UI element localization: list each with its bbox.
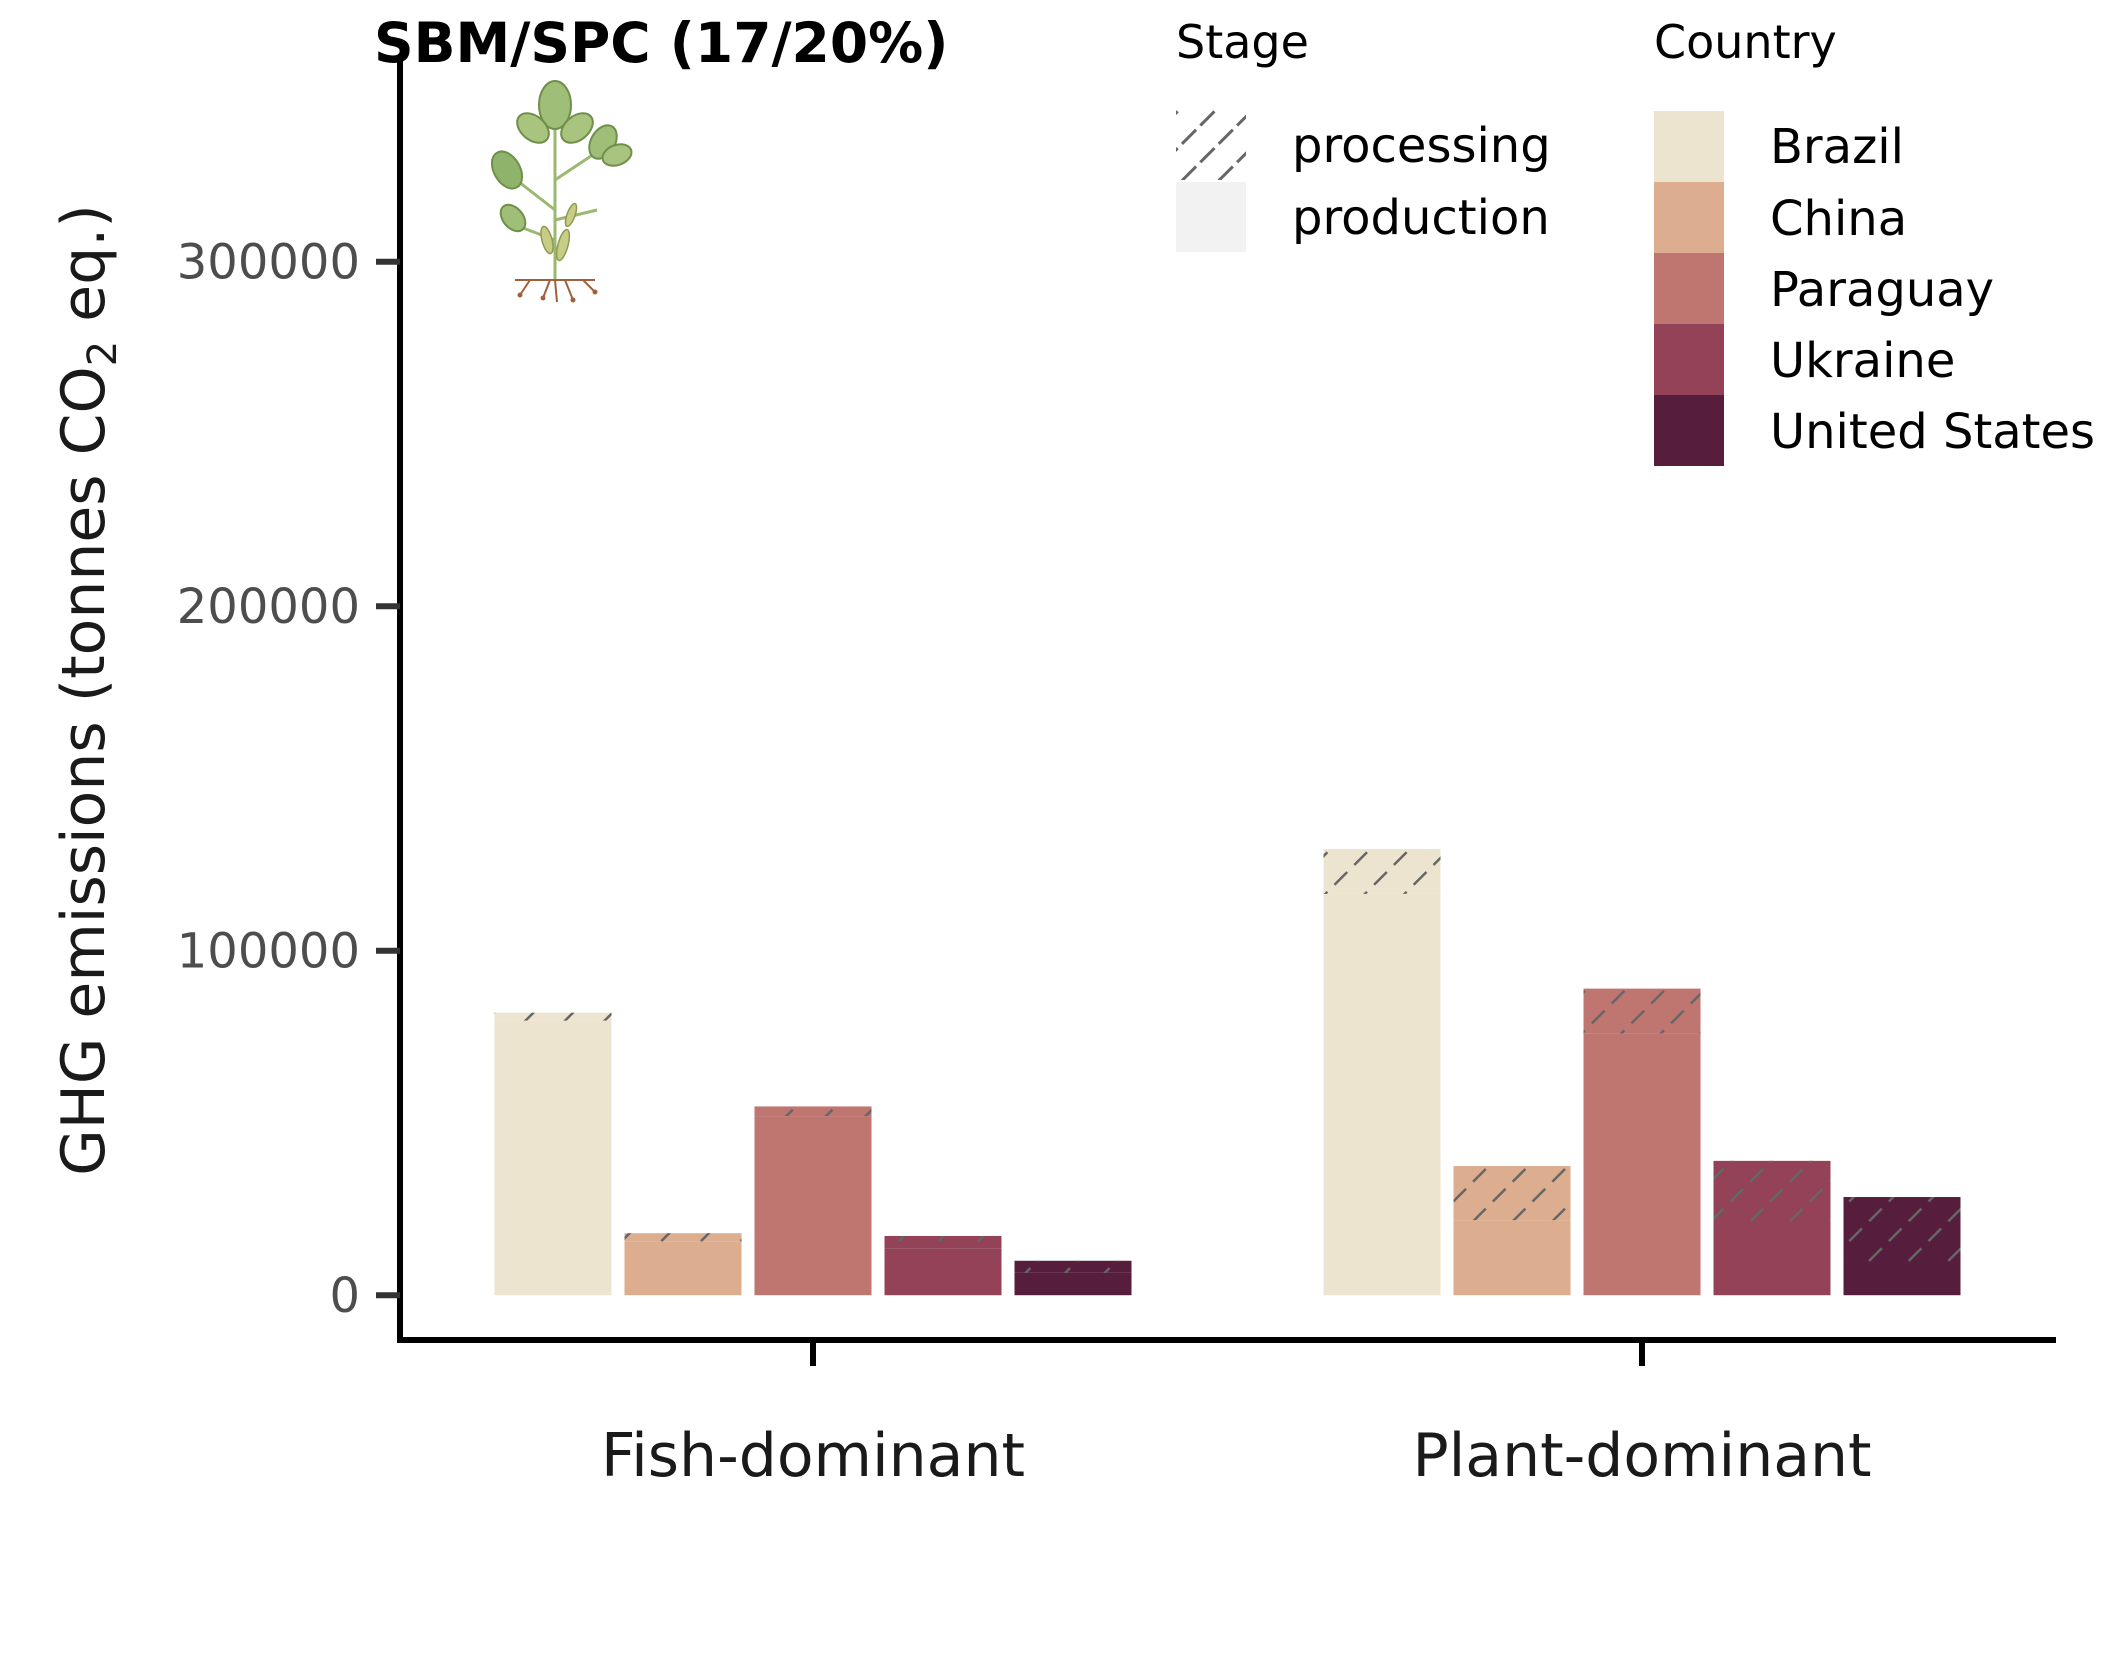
- x-axis: Fish-dominant Plant-dominant: [397, 1337, 2056, 1491]
- bar-fish-dominant-united-states-production: [1014, 1272, 1132, 1296]
- bar-fish-dominant-brazil-processing-hatch: [494, 1012, 612, 1021]
- legend-key-china: [1654, 182, 1724, 253]
- bar-plant-dominant-ukraine-processing-hatch: [1713, 1160, 1831, 1228]
- legend-label-ukraine: Ukraine: [1770, 333, 1955, 389]
- legend-label-paraguay: Paraguay: [1770, 262, 1994, 318]
- legend-key-processing: [1176, 110, 1246, 180]
- bar-plant-dominant-brazil-processing-hatch: [1323, 849, 1441, 894]
- bar-plant-dominant-ukraine-production: [1713, 1227, 1831, 1296]
- bar-fish-dominant-ukraine-processing-hatch: [884, 1235, 1002, 1249]
- bar-fish-dominant-china-production: [624, 1241, 742, 1296]
- legend-key-production: [1176, 182, 1246, 252]
- bar-plant-dominant-united-states-production: [1843, 1262, 1961, 1296]
- bar-plant-dominant-brazil-production: [1323, 893, 1441, 1296]
- x-tick-label-plant-dominant: Plant-dominant: [1412, 1421, 1871, 1491]
- bar-plant-dominant-china-processing-hatch: [1453, 1166, 1571, 1221]
- bar-fish-dominant-paraguay-production: [754, 1116, 872, 1296]
- bar-fish-dominant-china-processing-hatch: [624, 1233, 742, 1242]
- bar-plant-dominant-china-production: [1453, 1220, 1571, 1296]
- bars-layer: [494, 849, 1961, 1296]
- bar-plant-dominant-paraguay-production: [1583, 1033, 1701, 1296]
- bar-plant-dominant-united-states-processing-hatch: [1843, 1197, 1961, 1263]
- y-axis-label-end: eq.): [49, 204, 119, 341]
- y-tick-label-300000: 300000: [177, 235, 360, 291]
- legend-label-brazil: Brazil: [1770, 119, 1904, 175]
- y-axis-label-main: GHG emissions (tonnes CO: [49, 366, 119, 1176]
- y-axis: 0 100000 200000 300000: [177, 55, 403, 1340]
- chart-title: SBM/SPC (17/20%): [374, 11, 948, 75]
- bar-plant-dominant-paraguay-processing-hatch: [1583, 988, 1701, 1034]
- bar-fish-dominant-ukraine-production: [884, 1248, 1002, 1296]
- y-axis-label: GHG emissions (tonnes CO2 eq.): [49, 204, 126, 1176]
- legend-key-brazil: [1654, 111, 1724, 182]
- legend-key-ukraine: [1654, 324, 1724, 395]
- y-tick-label-200000: 200000: [177, 579, 360, 635]
- legend-label-china: China: [1770, 191, 1907, 247]
- y-axis-label-subscript: 2: [80, 341, 126, 366]
- bar-fish-dominant-brazil-production: [494, 1020, 612, 1296]
- soybean-plant-icon: [490, 80, 633, 303]
- stage-legend: Stage processing production: [1176, 15, 1551, 252]
- stage-legend-title: Stage: [1176, 15, 1309, 69]
- bar-fish-dominant-united-states-processing-hatch: [1014, 1260, 1132, 1273]
- y-tick-label-0: 0: [329, 1268, 360, 1324]
- country-legend: Country Brazil China Paraguay Ukraine Un…: [1654, 15, 2095, 466]
- bar-fish-dominant-paraguay-processing-hatch: [754, 1106, 872, 1117]
- legend-label-production: production: [1292, 190, 1550, 246]
- y-tick-label-100000: 100000: [177, 924, 360, 980]
- legend-label-processing: processing: [1292, 118, 1551, 174]
- legend-label-united-states: United States: [1770, 404, 2095, 460]
- x-tick-label-fish-dominant: Fish-dominant: [601, 1421, 1025, 1491]
- legend-key-paraguay: [1654, 253, 1724, 324]
- country-legend-title: Country: [1654, 15, 1837, 69]
- legend-key-united-states: [1654, 395, 1724, 466]
